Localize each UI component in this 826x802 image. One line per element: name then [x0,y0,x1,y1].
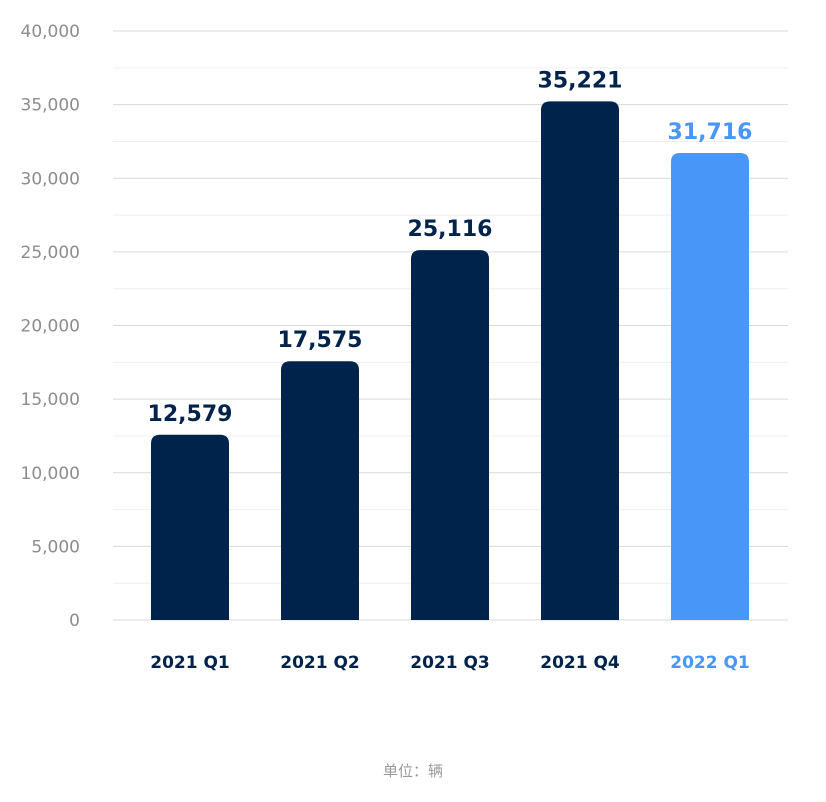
y-axis: 0 5,000 10,000 15,000 20,000 25,000 30,000 35,0… [21,22,80,631]
x-axis: 2021 Q1 2021 Q2 2021 Q3 2021 Q4 2022 Q1 [150,653,750,673]
y-tick-label: 20,000 [21,317,80,337]
y-tick-label: 0 [69,611,80,631]
y-tick-label: 35,000 [21,96,80,116]
x-tick-label: 2021 Q1 [150,653,230,673]
bar [671,152,749,620]
data-label: 12,579 [148,402,233,427]
unit-note: 单位：辆 [382,762,443,780]
bar [411,250,489,620]
data-label: 35,221 [538,68,623,93]
y-tick-label: 30,000 [21,169,80,189]
y-tick-label: 25,000 [21,243,80,263]
data-label: 17,575 [278,328,363,353]
x-tick-label: 2021 Q3 [410,653,490,673]
data-label: 31,716 [668,120,753,145]
bar [151,434,229,620]
y-tick-label: 40,000 [21,22,80,42]
x-tick-label: 2021 Q2 [280,653,360,673]
bar [541,101,619,620]
y-tick-label: 15,000 [21,390,80,410]
bar [281,361,359,620]
data-label: 25,116 [408,217,493,242]
data-labels: 12,579 17,575 25,116 35,221 31,716 [148,68,753,426]
x-tick-label: 2021 Q4 [540,653,620,673]
x-tick-label: 2022 Q1 [670,653,750,673]
y-tick-label: 5,000 [31,537,80,557]
y-tick-label: 10,000 [21,464,80,484]
bars-layer [151,101,749,620]
